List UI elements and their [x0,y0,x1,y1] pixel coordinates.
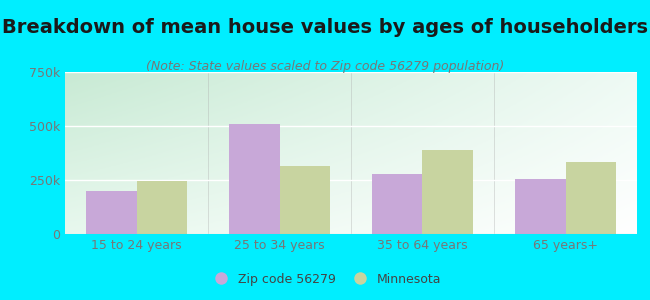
Bar [280,166,330,234]
Bar [566,162,616,234]
Text: Breakdown of mean house values by ages of householders: Breakdown of mean house values by ages o… [2,18,648,37]
Bar [422,150,473,234]
Bar [86,191,136,234]
Bar [372,173,423,234]
Bar [515,179,566,234]
Bar [229,124,280,234]
Text: (Note: State values scaled to Zip code 56279 population): (Note: State values scaled to Zip code 5… [146,60,504,73]
Bar [136,181,187,234]
Legend: Zip code 56279, Minnesota: Zip code 56279, Minnesota [204,268,446,291]
